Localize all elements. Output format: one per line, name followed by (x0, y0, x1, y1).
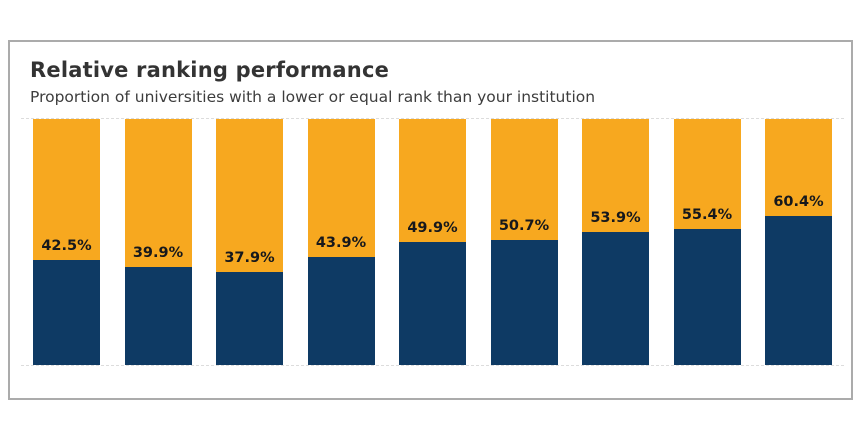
segment-lower-equal-rank (399, 242, 466, 365)
segment-lower-equal-rank (765, 216, 832, 365)
segment-remainder (765, 119, 832, 217)
segment-lower-equal-rank (33, 260, 100, 365)
bar-value-label: 53.9% (590, 210, 641, 227)
bar-value-label: 43.9% (315, 235, 367, 252)
bar-value-label: 55.4% (681, 206, 733, 223)
bar-value-label: 50.7% (498, 218, 550, 235)
segment-remainder (307, 119, 375, 258)
bar-2022: 49.9% (399, 119, 466, 365)
chart-subtitle: Proportion of universities with a lower … (30, 88, 596, 106)
segment-remainder (216, 119, 283, 272)
bar-2018: 42.5% (33, 119, 100, 365)
chart-title: Relative ranking performance (30, 58, 390, 82)
segment-remainder (124, 119, 192, 267)
bar-2025: 55.4% (673, 119, 741, 365)
bar-value-label: 42.5% (41, 238, 92, 255)
bar-2024: 53.9% (582, 119, 649, 365)
segment-remainder (582, 119, 649, 233)
segment-remainder (673, 119, 741, 229)
segment-lower-equal-rank (582, 232, 649, 365)
bar-value-label: 49.9% (407, 220, 458, 237)
segment-remainder (490, 119, 558, 241)
bar-value-label: 60.4% (773, 194, 824, 211)
segment-lower-equal-rank (124, 266, 192, 365)
plot-area: 42.5% 39.9% 37.9% 43.9% 49.9% 50.7% 53.9% 55.4%… (21, 118, 844, 366)
bar-2020: 37.9% (216, 119, 283, 365)
gridline-100pct (21, 118, 844, 119)
segment-lower-equal-rank (307, 257, 375, 365)
segment-remainder (399, 119, 466, 243)
bar-2023: 50.7% (490, 119, 558, 365)
segment-remainder (33, 119, 100, 261)
bar-2021: 43.9% (307, 119, 375, 365)
segment-lower-equal-rank (673, 228, 741, 365)
x-axis-baseline (21, 365, 844, 366)
segment-lower-equal-rank (490, 240, 558, 365)
bar-value-label: 39.9% (132, 244, 184, 261)
bar-2026: 60.4% (765, 119, 832, 365)
bars: 42.5% 39.9% 37.9% 43.9% 49.9% 50.7% 53.9% 55.4%… (33, 119, 832, 365)
bar-2019: 39.9% (124, 119, 192, 365)
segment-lower-equal-rank (216, 271, 283, 365)
chart-panel: Relative ranking performance Proportion … (8, 40, 853, 400)
bar-value-label: 37.9% (224, 249, 275, 266)
